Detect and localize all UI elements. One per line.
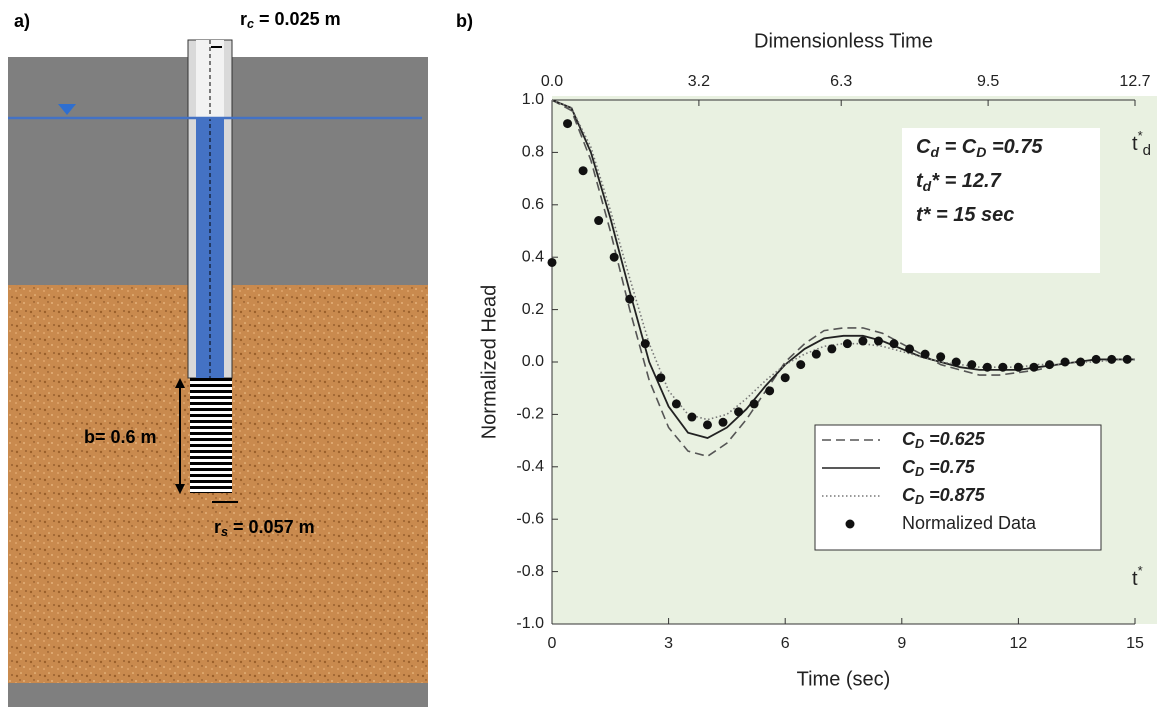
annotation: td* = 12.7 <box>916 170 1002 193</box>
annotation: t* = 15 sec <box>916 204 1014 226</box>
data-point <box>951 357 961 367</box>
y-tick-label: 0.0 <box>522 353 544 370</box>
data-point <box>702 420 712 430</box>
data-point <box>936 352 946 362</box>
x-tick-label: 9 <box>897 635 906 652</box>
y-tick-label: -1.0 <box>516 615 544 632</box>
data-point <box>1029 362 1039 372</box>
data-point <box>998 362 1008 372</box>
x-tick-label: 15 <box>1126 635 1144 652</box>
top-axis-title: Dimensionless Time <box>754 30 933 52</box>
series-line <box>551 99 1135 458</box>
data-point <box>578 166 588 176</box>
y-tick-label: -0.6 <box>516 510 544 527</box>
lower-layer <box>8 683 428 707</box>
x2-tick-label: 9.5 <box>977 73 999 90</box>
data-point <box>609 252 619 262</box>
data-point <box>563 119 573 129</box>
data-point <box>780 373 790 383</box>
annotation: Cd = CD =0.75 <box>916 136 1043 159</box>
y-axis-title: Normalized Head <box>478 285 500 440</box>
legend-label: CD =0.75 <box>902 457 976 480</box>
data-point <box>547 257 557 267</box>
arrow-head <box>175 484 185 494</box>
y-tick-label: 0.8 <box>522 144 544 161</box>
data-point <box>827 344 837 354</box>
data-point <box>858 336 868 346</box>
y-tick-label: 0.4 <box>522 248 544 265</box>
x2-tick-label: 12.7 <box>1119 73 1150 90</box>
data-point <box>889 339 899 349</box>
panel-label: a) <box>14 11 30 31</box>
data-point <box>656 373 666 383</box>
water-table-symbol <box>58 104 76 115</box>
y-tick-label: -0.4 <box>516 458 544 475</box>
data-point <box>671 399 681 409</box>
x2-tick-label: 3.2 <box>688 73 710 90</box>
x-tick-label: 3 <box>664 635 673 652</box>
data-point <box>873 336 883 346</box>
legend-marker <box>845 519 855 529</box>
well-screen <box>190 378 232 493</box>
data-point <box>1107 354 1117 364</box>
legend-label: Normalized Data <box>902 513 1037 533</box>
y-tick-label: 0.2 <box>522 301 544 318</box>
data-point <box>967 360 977 370</box>
data-point <box>905 344 915 354</box>
data-point <box>687 412 697 422</box>
legend-box <box>814 424 1102 551</box>
arrow-head <box>175 378 185 388</box>
x2-tick-label: 6.3 <box>830 73 852 90</box>
data-point <box>842 339 852 349</box>
data-point <box>1091 354 1101 364</box>
legend-label: CD =0.625 <box>902 429 986 452</box>
water-column <box>196 118 224 378</box>
screen-length-label: b= 0.6 m <box>84 427 157 447</box>
data-point <box>734 407 744 417</box>
x-tick-label: 6 <box>781 635 790 652</box>
x-axis-title: Time (sec) <box>797 668 891 690</box>
data-point <box>640 339 650 349</box>
data-point <box>1013 362 1023 372</box>
y-tick-label: -0.2 <box>516 406 544 423</box>
data-point <box>796 360 806 370</box>
x2-tick-label: 0.0 <box>541 73 563 90</box>
y-tick-label: 0.6 <box>522 196 544 213</box>
data-point <box>718 417 728 427</box>
y-tick-label: 1.0 <box>522 91 544 108</box>
x-tick-label: 12 <box>1010 635 1028 652</box>
data-point <box>1122 354 1132 364</box>
data-point <box>594 216 604 226</box>
data-point <box>765 386 775 396</box>
data-point <box>749 399 759 409</box>
right-axis-label: t* <box>1132 563 1143 590</box>
right-axis-label: t*d <box>1132 128 1151 159</box>
panel-label: b) <box>456 11 473 31</box>
annotation-box <box>902 128 1100 273</box>
screen-radius-label: rs = 0.057 m <box>214 517 315 540</box>
legend-label: CD =0.875 <box>902 485 986 508</box>
data-point <box>1060 357 1070 367</box>
x-tick-label: 0 <box>548 635 557 652</box>
y-tick-label: -0.8 <box>516 563 544 580</box>
data-point <box>811 349 821 359</box>
data-point <box>625 294 635 304</box>
data-point <box>920 349 930 359</box>
data-point <box>982 362 992 372</box>
data-point <box>1044 360 1054 370</box>
casing-radius-label: rc = 0.025 m <box>240 9 341 32</box>
data-point <box>1076 357 1086 367</box>
chart: 1.0 0.8 0.6 0.4 0.2 0.0 -0.2 -0.4 -0.6 -0.8 -1.00 3… <box>478 30 1157 690</box>
